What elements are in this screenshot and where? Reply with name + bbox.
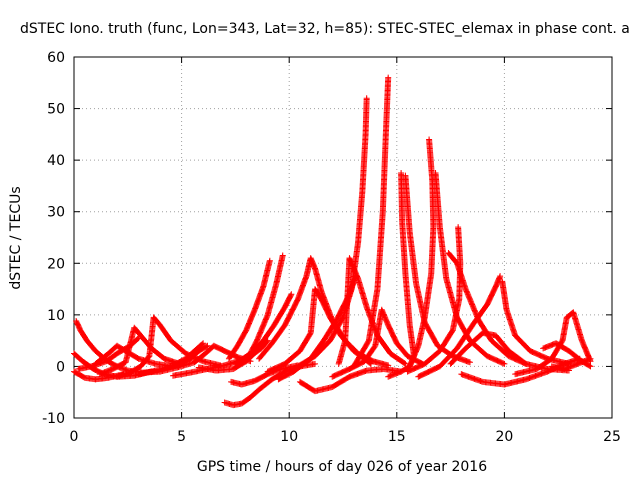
data-series [174,342,211,370]
y-tick-label: 60 [47,50,65,66]
data-series [432,170,508,367]
data-point-marker [497,273,504,280]
data-point-marker [586,362,593,369]
y-tick-label: 20 [47,256,65,272]
grid-layer [74,57,612,418]
data-series [294,95,370,370]
data-series [548,355,594,373]
data-point-marker [363,95,370,102]
x-tick-label: 20 [495,429,513,445]
y-tick-label: 40 [47,153,65,169]
data-series [225,257,273,362]
series-layer [71,74,594,409]
data-point-marker [204,342,211,349]
x-tick-label: 15 [388,429,406,445]
data-point-marker [367,360,374,367]
data-point-marker [402,360,409,367]
data-point-marker [500,360,507,367]
y-axis-label: dSTEC / TECUs [8,186,24,289]
data-point-marker [385,362,392,369]
data-series [415,273,504,380]
y-tick-label: -10 [42,411,65,427]
x-tick-label: 5 [177,429,186,445]
chart-title: dSTEC Iono. truth (func, Lon=343, Lat=32… [20,21,630,37]
y-tick-label: 0 [56,359,65,375]
data-point-marker [287,292,294,299]
data-point-marker [501,360,508,367]
data-series [512,309,594,378]
data-point-marker [398,170,405,177]
data-point-marker [385,74,392,81]
data-point-marker [288,291,295,298]
data-point-marker [312,360,319,367]
data-point-marker [455,224,462,231]
data-point-marker [134,335,141,342]
x-tick-label: 0 [70,429,79,445]
data-series [296,366,405,395]
data-point-marker [203,343,210,350]
data-point-marker [587,355,594,362]
x-tick-label: 10 [280,429,298,445]
data-point-marker [200,340,207,347]
data-point-marker [279,252,286,259]
data-point-marker [266,257,273,264]
data-series [232,291,295,367]
y-tick-label: 30 [47,205,65,221]
x-axis-label: GPS time / hours of day 026 of year 2016 [197,459,487,475]
axes-layer: 0 5 10 15 20 25 -10 0 10 20 30 40 50 60 [42,50,621,445]
plot-frame [73,56,613,419]
x-tick-label: 25 [603,429,621,445]
y-tick-label: 50 [47,102,65,118]
data-point-marker [587,363,594,370]
y-tick-label: 10 [47,308,65,324]
data-point-marker [426,136,433,143]
data-point-marker [466,359,473,366]
data-series [350,74,392,370]
data-series [447,329,572,374]
data-point-marker [366,360,373,367]
data-point-marker [401,360,408,367]
data-series [406,136,437,370]
